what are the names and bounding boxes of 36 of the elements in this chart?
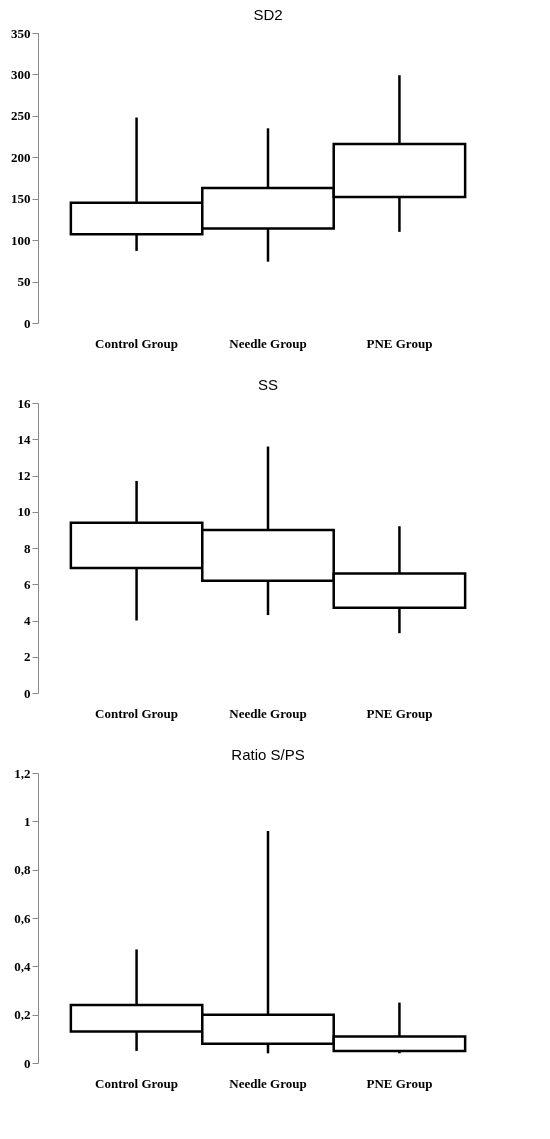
y-tick-label: 8 <box>24 540 31 556</box>
x-tick-label: PNE Group <box>366 1075 433 1091</box>
y-tick-label: 300 <box>11 66 31 82</box>
x-tick-label: PNE Group <box>366 335 433 351</box>
y-tick-label: 350 <box>11 25 31 41</box>
y-tick-label: 14 <box>17 431 31 447</box>
chart-title: SD2 <box>253 6 283 23</box>
y-tick-label: 250 <box>11 108 31 124</box>
y-tick-label: 10 <box>17 504 31 520</box>
y-tick-label: 0 <box>24 1055 31 1071</box>
x-tick-label: Control Group <box>95 705 179 721</box>
y-tick-label: 12 <box>17 468 31 483</box>
x-tick-label: Needle Group <box>229 705 307 721</box>
chart-title: Ratio S/PS <box>231 746 305 763</box>
y-tick-label: 1 <box>24 813 31 829</box>
y-tick-label: 0 <box>24 315 31 331</box>
y-tick-label: 0,4 <box>14 958 31 974</box>
x-tick-label: Control Group <box>95 335 179 351</box>
y-tick-label: 2 <box>24 649 31 665</box>
y-tick-label: 1,2 <box>14 765 31 781</box>
y-tick-label: 6 <box>24 576 31 592</box>
x-tick-label: Needle Group <box>229 1075 307 1091</box>
y-tick-label: 200 <box>11 149 31 165</box>
chart-title: SS <box>257 376 279 393</box>
y-tick-label: 0,2 <box>14 1007 31 1023</box>
x-tick-label: Needle Group <box>229 335 307 351</box>
y-tick-label: 0 <box>24 685 31 701</box>
y-tick-label: 0,6 <box>14 910 31 926</box>
y-tick-label: 150 <box>11 191 31 207</box>
y-tick-label: 4 <box>24 613 31 628</box>
x-tick-label: Control Group <box>95 1075 179 1091</box>
x-tick-label: PNE Group <box>366 705 433 721</box>
y-tick-label: 16 <box>17 395 31 411</box>
y-tick-label: 50 <box>17 274 31 290</box>
y-tick-label: 100 <box>11 232 31 248</box>
y-tick-label: 0,8 <box>14 862 31 878</box>
